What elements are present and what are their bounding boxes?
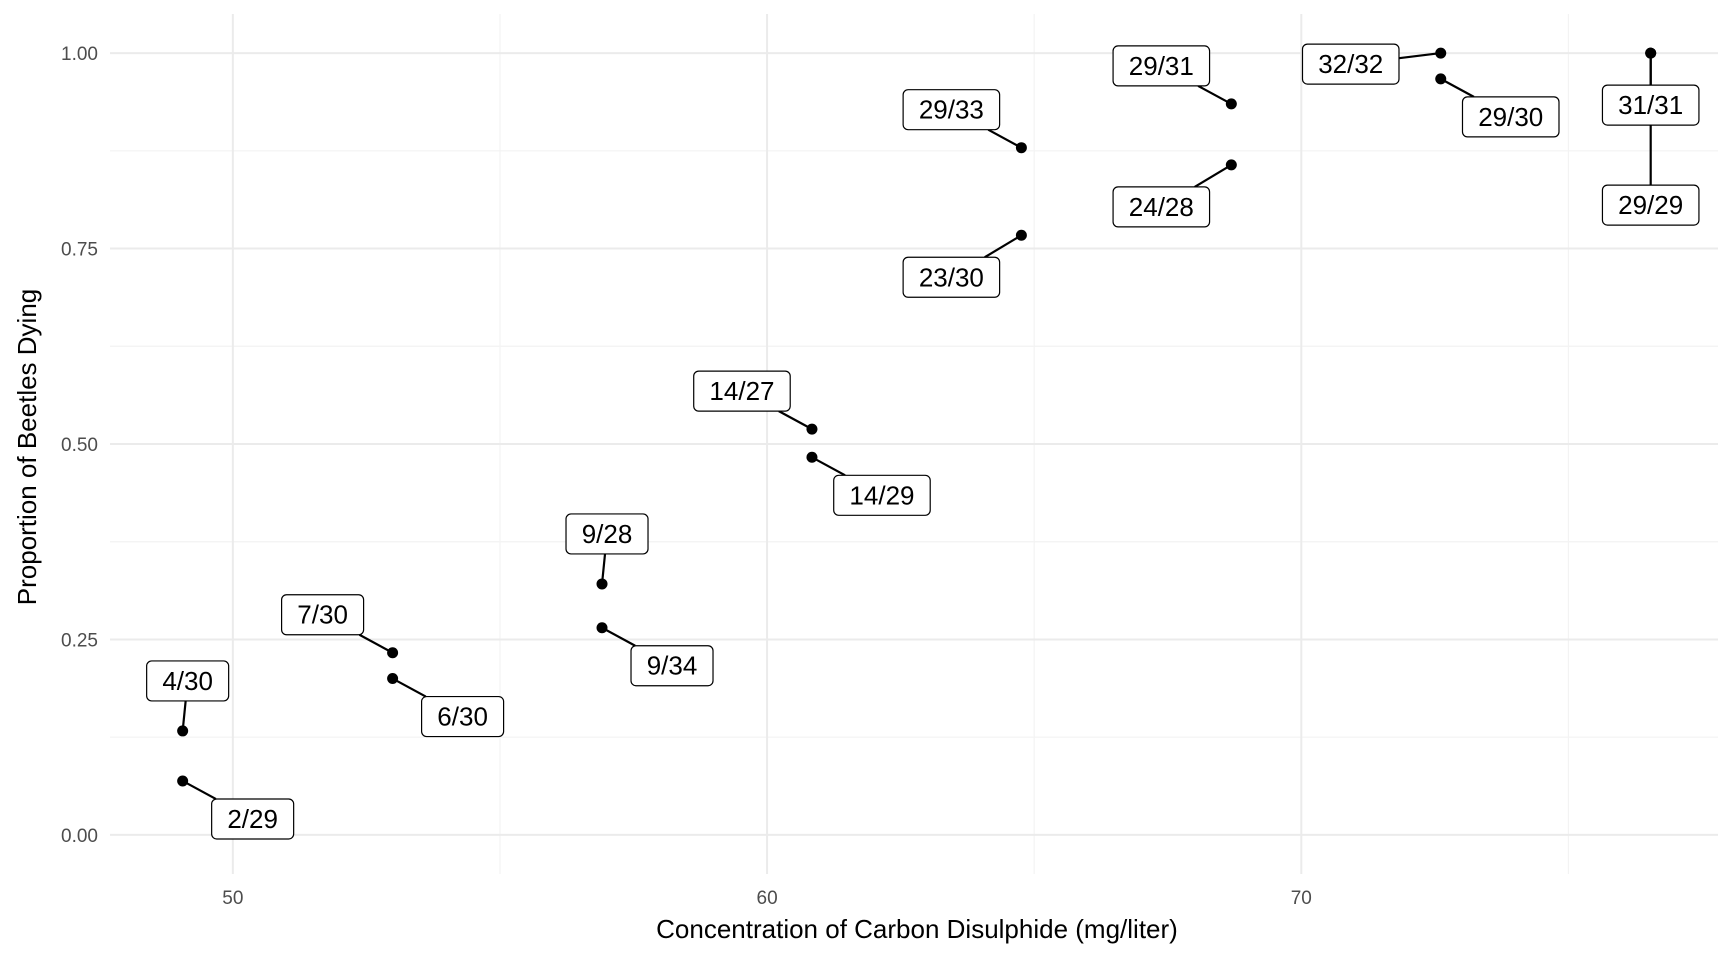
data-label-text: 14/27: [709, 376, 774, 406]
data-label-text: 29/31: [1129, 51, 1194, 81]
data-label-box: [1601, 84, 1700, 126]
data-label-box: [146, 660, 230, 702]
data-label-box: [211, 798, 295, 840]
data-label: 2/29: [211, 798, 295, 840]
data-point: [1435, 47, 1447, 59]
leader-line: [1398, 51, 1441, 60]
data-label: 32/32: [1301, 43, 1400, 85]
data-label-text: 31/31: [1618, 90, 1683, 120]
data-label-text: 32/32: [1318, 49, 1383, 79]
x-tick-label: 60: [757, 888, 778, 909]
leader-line: [1197, 84, 1232, 105]
data-label: 4/30: [146, 660, 230, 702]
data-label: 24/28: [1112, 186, 1211, 228]
major-gridlines: [110, 14, 1718, 874]
data-label-box: [630, 645, 714, 687]
data-label: 14/29: [833, 474, 931, 516]
data-label: 9/28: [565, 513, 649, 555]
data-label-box: [1301, 43, 1400, 85]
data-label-text: 7/30: [297, 600, 348, 630]
leader-line: [984, 234, 1022, 259]
data-label-text: 29/30: [1478, 102, 1543, 132]
data-point: [387, 673, 399, 685]
data-point: [1225, 159, 1237, 171]
x-axis-title: Concentration of Carbon Disulphide (mg/l…: [656, 914, 1178, 944]
data-label-box: [1112, 45, 1211, 87]
data-point: [177, 775, 189, 787]
data-point: [387, 647, 399, 659]
data-point: [1225, 98, 1237, 110]
data-label-box: [1461, 96, 1560, 138]
data-label-box: [833, 474, 931, 516]
data-label-text: 6/30: [437, 702, 488, 732]
y-axis-title: Proportion of Beetles Dying: [12, 289, 42, 606]
data-label: 14/27: [693, 370, 791, 412]
data-label: 23/30: [902, 256, 1001, 298]
leader-line: [811, 456, 846, 477]
data-label: 7/30: [281, 594, 365, 636]
data-label-text: 14/29: [849, 480, 914, 510]
data-labels: 4/30 2/29 7/30 6/30 9/28 9/34 14/27 14/29 29/33 2…: [146, 43, 1700, 840]
data-point: [596, 622, 608, 634]
data-label-box: [1112, 186, 1211, 228]
data-label-box: [693, 370, 791, 412]
leader-line: [1440, 77, 1475, 98]
data-label: 29/29: [1601, 184, 1700, 226]
leader-line: [778, 410, 813, 431]
data-label: 29/30: [1461, 96, 1560, 138]
data-label-box: [281, 594, 365, 636]
x-tick-label: 50: [222, 888, 243, 909]
y-tick-label: 0.50: [61, 435, 98, 456]
minor-gridlines: [110, 14, 1718, 874]
data-label-text: 9/34: [647, 651, 698, 681]
data-label: 29/31: [1112, 45, 1211, 87]
x-tick-label: 70: [1291, 888, 1312, 909]
data-label-box: [421, 695, 505, 738]
data-label: 6/30: [421, 695, 505, 738]
data-label-text: 9/28: [582, 519, 633, 549]
x-axis-tick-labels: 50 60 70: [222, 888, 1312, 909]
data-point: [596, 578, 608, 590]
data-label-text: 24/28: [1129, 192, 1194, 222]
data-point: [806, 451, 818, 463]
data-label: 31/31: [1601, 84, 1700, 126]
data-points: [177, 47, 1657, 787]
data-label-box: [902, 256, 1001, 298]
data-label: 9/34: [630, 645, 714, 687]
label-leader-lines: [181, 51, 1652, 800]
data-label-box: [902, 89, 1001, 131]
data-label-text: 23/30: [919, 262, 984, 292]
y-axis-tick-labels: 0.00 0.25 0.50 0.75 1.00: [61, 44, 98, 847]
leader-line: [987, 128, 1022, 149]
data-label-text: 4/30: [162, 666, 213, 696]
data-point: [177, 725, 189, 737]
data-point: [1435, 73, 1447, 85]
data-label-text: 2/29: [227, 804, 278, 834]
data-label-text: 29/29: [1618, 190, 1683, 220]
y-tick-label: 0.25: [61, 630, 98, 651]
data-label: 29/33: [902, 89, 1001, 131]
y-tick-label: 0.75: [61, 240, 98, 261]
data-point: [1645, 47, 1657, 59]
data-point: [1015, 229, 1027, 241]
leader-line: [1194, 163, 1232, 188]
data-label-box: [1601, 184, 1700, 226]
data-point: [1015, 142, 1027, 154]
data-point: [806, 423, 818, 435]
leader-line: [358, 633, 394, 654]
leader-line: [182, 779, 217, 800]
leader-line: [601, 626, 636, 647]
data-label-text: 29/33: [919, 95, 984, 125]
data-label-box: [565, 513, 649, 555]
y-tick-label: 1.00: [61, 44, 98, 65]
y-tick-label: 0.00: [61, 826, 98, 847]
leader-line: [392, 677, 427, 698]
